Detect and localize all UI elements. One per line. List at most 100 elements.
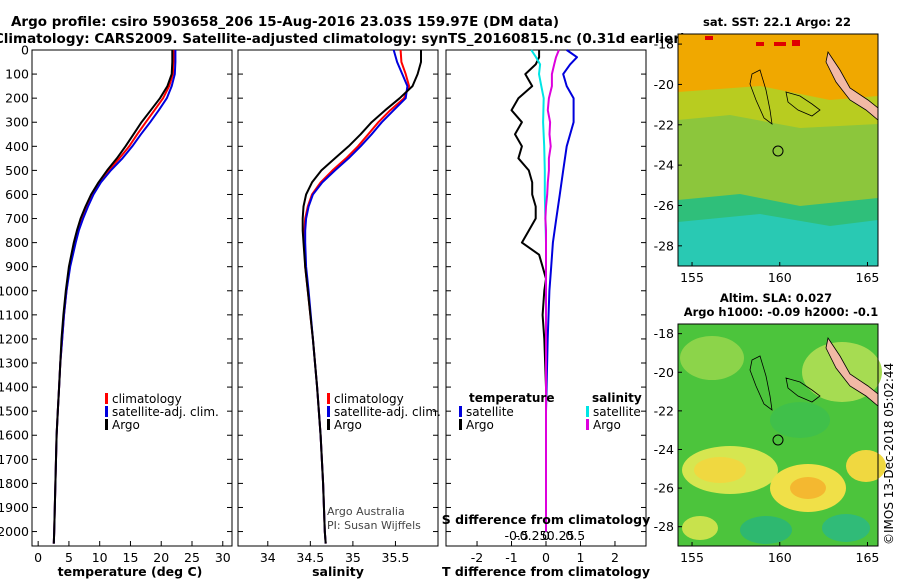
sst-hot-pixel [705,36,713,40]
sla-map-title-line-2: Argo h1000: -0.09 h2000: -0.1 [684,305,879,319]
legend-climatology-label: climatology [112,392,182,406]
depth-tick-label: 1800 [0,476,29,491]
x-tick-label: 10 [92,550,108,565]
sst-hot-pixel [792,40,800,46]
series-line-satellite-adj-clim- [304,49,409,544]
series-line-t-satellite [545,49,578,532]
legend-argo-label: Argo [334,418,362,432]
x-tick-label: 35.5 [382,550,410,565]
sla-field-blob [740,516,792,544]
x-tick-label: 25 [184,550,200,565]
sst-map-title: sat. SST: 22.1 Argo: 22 [703,15,851,29]
depth-tick-label: 500 [5,163,29,178]
legend-t-argo-label: Argo [466,418,494,432]
salinity-legend: climatology satellite-adj. clim. Argo Ar… [327,392,441,532]
series-line-argo [52,50,174,544]
sla-map-title-line-1: Altim. SLA: 0.027 [720,291,832,305]
map-lat-tick-label: -22 [654,117,674,132]
legend-s-satellite-label: satellite [593,405,641,419]
map-lon-tick-label: 160 [768,270,792,285]
legend-satellite-label: satellite-adj. clim. [334,405,441,419]
sla-field-blob [694,457,746,483]
argo-float-position-marker [772,434,784,446]
s-diff-tick-label: 0.25 [547,528,575,543]
x-tick-label: 20 [153,550,169,565]
legend-swatch-climatology [105,393,108,404]
x-tick-label: 2 [611,550,619,565]
series-line-climatology [303,49,411,544]
x-tick-label: 34.5 [296,550,324,565]
x-tick-label: 35 [345,550,361,565]
depth-tick-label: 1100 [0,307,29,322]
temperature-plot: 0 5 10 15 20 25 30 [32,49,232,565]
depth-tick-label: 400 [5,139,29,154]
difference-xlabel: T difference from climatology [442,564,650,579]
temperature-panel-frame [31,49,233,547]
depth-tick-label: 100 [5,67,29,82]
sst-hot-pixel [756,42,764,46]
x-tick-label: 1 [577,550,585,565]
legend-s-argo-label: Argo [593,418,621,432]
legend-climatology-label: climatology [334,392,404,406]
sla-field-blob [770,402,830,438]
s-diff-tick-label: 0 [542,528,550,543]
sla-map [677,323,886,547]
s-difference-xlabel: S difference from climatology [442,512,651,527]
sst-map-frame [677,33,879,267]
legend-swatch-t-argo [459,419,462,430]
sla-map-frame [677,323,879,547]
sst-map [677,33,879,267]
reef-outline [749,69,773,125]
depth-tick-label: 1600 [0,428,29,443]
x-tick-label: 5 [65,550,73,565]
legend-satellite-label: satellite-adj. clim. [112,405,219,419]
series-line-satellite-adj-clim- [52,50,177,544]
salinity-panel-frame [237,49,439,547]
series-line-s-argo [544,49,560,532]
legend-swatch-satellite [105,406,108,417]
depth-tick-label: 1400 [0,380,29,395]
depth-tick-label: 0 [21,43,29,58]
x-tick-label: 0 [542,550,550,565]
sla-field-blob [790,477,826,499]
depth-tick-label: 1500 [0,404,29,419]
legend-swatch-s-satellite [586,406,589,417]
x-tick-label: 15 [123,550,139,565]
depth-tick-label: 1900 [0,500,29,515]
figure-title-line-2: Climatology: CARS2009. Satellite-adjuste… [0,31,686,47]
map-lat-tick-label: -26 [654,481,674,496]
map-lat-tick-label: -28 [654,519,674,534]
legend-t-satellite-label: satellite [466,405,514,419]
legend-swatch-argo [327,419,330,430]
difference-legend: temperature satellite Argo salinity sate… [459,391,642,432]
reef-outline [785,91,821,117]
salinity-xlabel: salinity [312,564,364,579]
depth-tick-label: 1700 [0,452,29,467]
sla-field-blob [846,450,886,482]
sla-map-axis-labels: -18 -20 -22 -24 -26 -28 155 160 165 [654,326,880,565]
depth-tick-label: 2000 [0,524,29,539]
map-lat-tick-label: -26 [654,198,674,213]
reef-outline [749,355,773,411]
map-lon-tick-label: 165 [856,550,880,565]
legend-salinity-heading: salinity [592,391,642,405]
s-diff-tick-label: 0.5 [565,528,585,543]
map-lon-tick-label: 155 [680,270,704,285]
sst-map-axis-labels: -18 -20 -22 -24 -26 -28 155 160 165 [654,37,880,285]
map-lon-tick-label: 160 [768,550,792,565]
sla-field-blob [822,514,870,542]
depth-axis-labels: 0 100 200 300 400 500 600 700 800 900 1000 1100 1200… [0,43,29,540]
series-line-t-argo [510,50,547,532]
map-lat-tick-label: -20 [654,365,674,380]
x-tick-label: 0 [34,550,42,565]
x-tick-label: -1 [505,550,517,565]
map-lat-tick-label: -18 [654,37,674,52]
salinity-plot: 34 34.5 35 35.5 [238,49,438,565]
map-lat-tick-label: -28 [654,238,674,253]
credit-pi-name: PI: Susan Wijffels [327,519,421,532]
x-tick-label: 34 [260,550,276,565]
sst-hot-pixel [774,42,786,46]
depth-tick-label: 700 [5,211,29,226]
series-line-climatology [52,50,175,544]
